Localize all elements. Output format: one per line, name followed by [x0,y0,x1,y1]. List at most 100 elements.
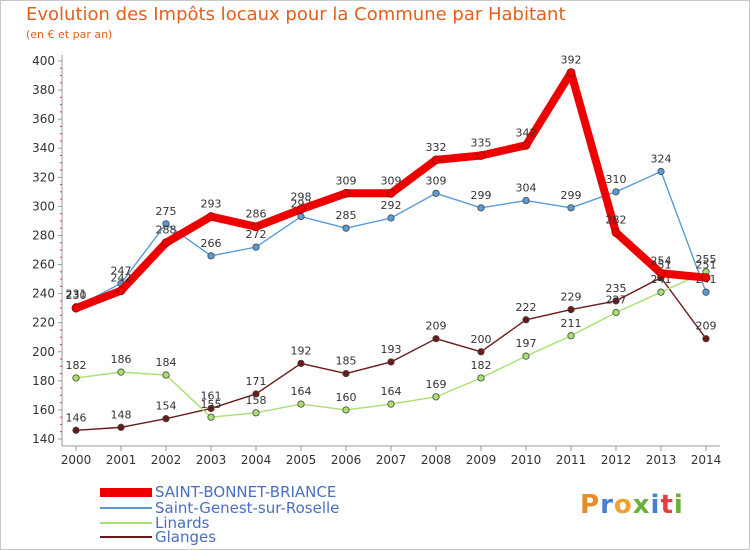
data-point [296,204,306,214]
x-tick-label: 2010 [511,453,542,467]
data-label: 299 [561,189,582,202]
data-label: 231 [66,288,87,301]
legend-label: Glanges [155,528,217,546]
data-label: 211 [561,317,582,330]
data-label: 158 [246,394,267,407]
data-point [432,189,440,197]
data-point [252,409,260,417]
y-tick-label: 300 [32,199,55,213]
data-point [297,400,305,408]
data-label: 309 [336,174,357,187]
legend-label: SAINT-BONNET-BRIANCE [155,483,337,501]
legend-swatch [100,522,152,524]
data-point [612,188,620,196]
data-point [657,167,665,176]
logo-letter: i [650,490,661,520]
data-point [477,348,485,356]
data-label: 185 [336,355,357,368]
data-label: 235 [606,282,627,295]
y-tick-label: 240 [32,287,55,301]
data-point [566,68,576,78]
data-point [207,413,215,421]
data-point [207,252,215,260]
data-label: 242 [111,272,132,285]
data-label: 209 [426,320,447,333]
data-point [656,268,666,278]
data-point [612,308,620,317]
logo-letter: r [600,490,614,520]
data-point [162,415,170,423]
x-tick-label: 2002 [151,453,182,467]
x-tick-label: 2011 [556,453,587,467]
data-point [522,196,530,205]
data-point [162,220,170,228]
data-label: 272 [246,228,267,241]
x-tick-label: 2009 [466,453,497,467]
data-label: 282 [606,214,627,227]
data-label: 285 [336,209,357,222]
data-point [612,297,620,305]
data-label: 200 [471,333,492,346]
data-label: 154 [156,400,177,413]
data-point [342,224,350,232]
data-label: 193 [381,343,402,356]
data-point [252,243,260,251]
data-point [116,286,126,296]
data-label: 184 [156,356,177,369]
data-label: 186 [111,353,132,366]
data-label: 310 [606,173,627,186]
data-label: 164 [291,385,312,398]
data-label: 222 [516,301,537,314]
data-point [387,214,395,222]
data-label: 155 [201,398,222,411]
data-label: 209 [696,320,717,333]
data-label: 266 [201,237,222,250]
data-label: 254 [651,254,672,267]
legend-swatch [100,536,152,538]
y-tick-label: 280 [32,228,55,242]
y-tick-label: 400 [32,54,55,68]
x-tick-label: 2012 [601,453,632,467]
data-point [206,212,216,221]
data-point [161,238,171,248]
data-point [117,423,125,431]
data-point [522,352,530,360]
data-label: 309 [426,174,447,187]
data-point [432,393,440,401]
legend-item: Linards [100,516,209,531]
data-point [162,371,170,379]
y-tick-label: 320 [32,170,55,184]
data-label: 182 [471,359,492,372]
data-point [72,374,80,382]
logo-letter: P [580,490,601,520]
data-point [477,374,485,382]
legend-swatch [100,507,152,509]
data-point [342,369,350,378]
data-point [71,303,81,313]
data-point [521,140,531,150]
legend-item: SAINT-BONNET-BRIANCE [100,483,337,501]
data-label: 342 [516,126,537,139]
data-point [207,404,215,413]
y-tick-label: 140 [32,432,55,446]
data-point [567,204,575,212]
legend-item: Glanges [100,528,217,546]
data-label: 251 [696,259,717,272]
x-tick-label: 2013 [646,453,677,467]
data-label: 192 [291,344,312,357]
data-point [431,155,441,165]
legend-item: Saint-Genest-sur-Roselle [100,501,339,516]
data-point [611,228,621,237]
data-point [387,358,395,366]
y-tick-label: 160 [32,403,55,417]
x-tick-label: 2008 [421,453,452,467]
x-tick-label: 2000 [61,453,92,467]
y-tick-label: 380 [32,83,55,97]
chart-subtitle: (en € et par an) [26,28,113,41]
data-label: 324 [651,152,672,165]
data-label: 148 [111,408,132,421]
data-label: 299 [471,189,492,202]
data-label: 227 [606,294,627,307]
